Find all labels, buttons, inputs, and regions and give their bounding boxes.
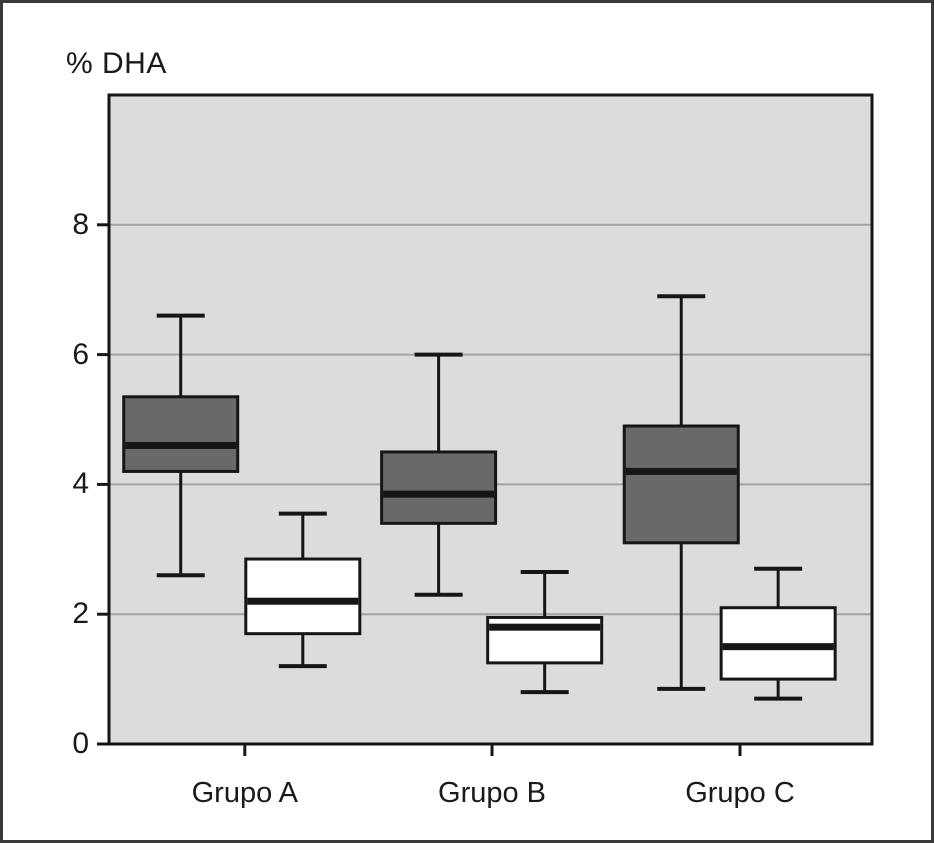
y-axis-tick-label-6: 6 <box>72 337 89 371</box>
iqr-box-grupo-b-shaded <box>380 450 498 525</box>
plot-border <box>107 93 874 746</box>
x-axis-group-label-b: Grupo B <box>438 777 547 809</box>
median-line-grupo-c-open <box>722 643 834 651</box>
boxplot-canvas <box>97 93 874 756</box>
median-line-grupo-c-shaded <box>625 467 737 475</box>
y-axis-tick-label-0: 0 <box>72 727 89 760</box>
y-axis-tick-label-2: 2 <box>72 597 89 631</box>
median-line-grupo-a-shaded <box>125 441 237 449</box>
median-line-grupo-b-open <box>489 623 601 631</box>
median-line-grupo-b-shaded <box>383 490 495 498</box>
x-axis-group-label-c: Grupo C <box>685 777 795 809</box>
iqr-box-grupo-a-shaded <box>122 395 240 473</box>
median-line-grupo-a-open <box>247 597 359 605</box>
y-axis-tick-label-4: 4 <box>72 467 89 501</box>
y-axis-tick-label-8: 8 <box>72 207 89 241</box>
iqr-box-grupo-c-shaded <box>622 424 740 545</box>
chart-title: % DHA <box>66 47 167 80</box>
iqr-box-grupo-a-open <box>244 557 362 636</box>
x-axis-group-label-a: Grupo A <box>191 777 299 809</box>
